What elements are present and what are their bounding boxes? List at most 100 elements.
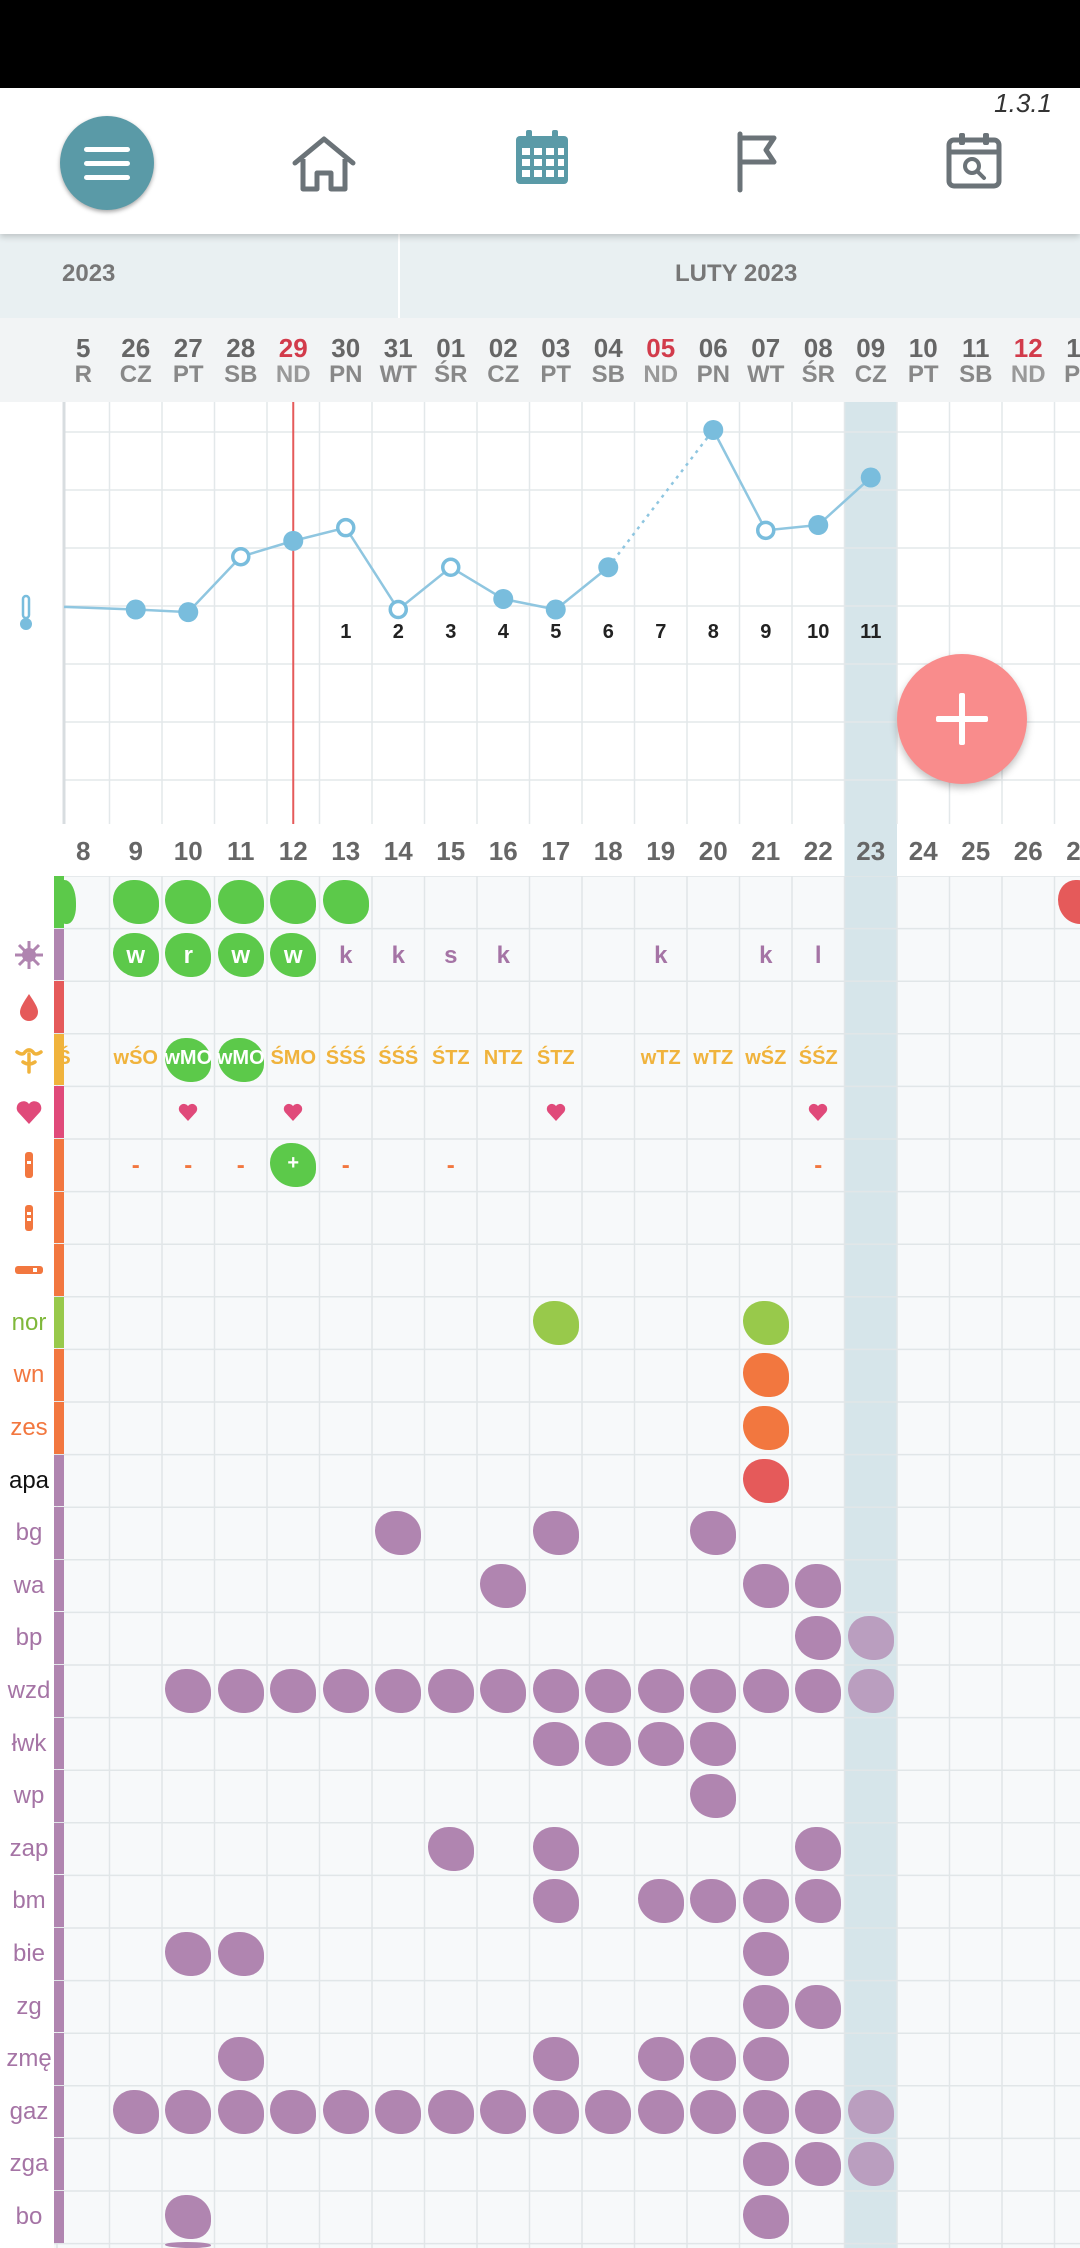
- day-column-header[interactable]: 09 CZ: [845, 318, 898, 388]
- temperature-point[interactable]: [493, 588, 514, 609]
- symptom-marker[interactable]: [375, 2089, 421, 2134]
- bleeding-mark[interactable]: k: [496, 941, 510, 969]
- symptom-marker[interactable]: [375, 1669, 421, 1713]
- symptom-marker[interactable]: [585, 1669, 631, 1713]
- test-negative-mark[interactable]: -: [446, 1152, 455, 1179]
- add-entry-button[interactable]: [897, 654, 1027, 784]
- day-column-header[interactable]: 30 PN: [320, 318, 373, 388]
- mucus-marker[interactable]: [217, 1037, 264, 1082]
- symptom-marker[interactable]: [637, 1879, 684, 1924]
- test-negative-mark[interactable]: -: [341, 1152, 350, 1179]
- test-positive-mark[interactable]: +: [287, 1152, 300, 1174]
- symptom-marker[interactable]: [742, 1353, 789, 1398]
- day-column-header[interactable]: 10 PT: [897, 318, 950, 388]
- symptom-marker[interactable]: [690, 2037, 736, 2082]
- symptom-marker[interactable]: [532, 1879, 579, 1924]
- row-label-wa[interactable]: wa: [13, 1571, 45, 1599]
- day-column-header[interactable]: 04 SB: [582, 318, 635, 388]
- calendar-search-button[interactable]: [926, 112, 1022, 208]
- bleeding-mark[interactable]: s: [444, 941, 458, 969]
- bleeding-marker[interactable]: [112, 880, 159, 924]
- intercourse-heart-icon[interactable]: [544, 1100, 568, 1129]
- symptom-marker[interactable]: [690, 1511, 736, 1556]
- symptom-marker[interactable]: [742, 1932, 789, 1976]
- symptom-marker[interactable]: [480, 1669, 526, 1713]
- symptom-marker[interactable]: [742, 1563, 789, 1608]
- temperature-point[interactable]: [178, 602, 199, 623]
- bleeding-mark[interactable]: r: [183, 941, 193, 969]
- menu-button[interactable]: [60, 116, 154, 210]
- test-negative-mark[interactable]: -: [184, 1152, 193, 1179]
- row-label-pregnancy-test[interactable]: [0, 1192, 58, 1244]
- mucus-mark[interactable]: ŚMO: [270, 1046, 317, 1069]
- symptom-marker[interactable]: [795, 2142, 841, 2187]
- symptom-marker[interactable]: [847, 2089, 894, 2134]
- symptom-marker[interactable]: [742, 2142, 789, 2187]
- symptom-marker[interactable]: [742, 1458, 789, 1503]
- symptom-marker[interactable]: [270, 2089, 316, 2134]
- bleeding-marker[interactable]: [270, 932, 316, 977]
- symptom-marker[interactable]: [532, 1669, 579, 1713]
- symptom-marker[interactable]: [742, 1300, 789, 1345]
- symptom-marker[interactable]: [795, 1984, 841, 2029]
- mucus-mark[interactable]: ŚTZ: [536, 1046, 575, 1069]
- symptom-marker[interactable]: [742, 1669, 789, 1713]
- symptom-marker[interactable]: [742, 1879, 789, 1924]
- bleeding-mark[interactable]: k: [654, 941, 668, 969]
- row-label-apa[interactable]: apa: [8, 1466, 50, 1494]
- home-button[interactable]: [276, 116, 372, 212]
- symptom-marker[interactable]: [480, 2089, 526, 2134]
- symptom-marker[interactable]: [795, 1879, 841, 1924]
- symptom-marker[interactable]: [322, 2089, 369, 2134]
- symptom-marker[interactable]: [742, 2037, 789, 2082]
- symptom-marker[interactable]: [532, 1721, 579, 1766]
- mucus-mark[interactable]: wMO: [164, 1046, 213, 1069]
- temperature-point[interactable]: [231, 546, 251, 567]
- mucus-marker[interactable]: [165, 1037, 211, 1082]
- row-label-lwk[interactable]: łwk: [11, 1729, 47, 1757]
- temperature-point[interactable]: [283, 530, 304, 551]
- row-label-bm[interactable]: bm: [12, 1887, 46, 1915]
- row-label-heart[interactable]: [0, 1086, 58, 1138]
- row-label-zes[interactable]: zes: [10, 1414, 48, 1441]
- bleeding-marker[interactable]: [165, 932, 211, 977]
- temperature-point[interactable]: [336, 517, 356, 538]
- symptom-marker[interactable]: [112, 2089, 159, 2134]
- mucus-mark[interactable]: ŚŚŚ: [325, 1046, 366, 1069]
- temperature-point[interactable]: [545, 599, 566, 620]
- intercourse-heart-icon[interactable]: [176, 1100, 200, 1129]
- symptom-marker[interactable]: [427, 1826, 474, 1871]
- symptom-marker[interactable]: [322, 1669, 369, 1713]
- bleeding-marker[interactable]: [217, 880, 264, 924]
- flag-button[interactable]: [710, 114, 806, 210]
- bleeding-marker[interactable]: [1057, 880, 1080, 924]
- day-column-header[interactable]: 11 SB: [950, 318, 1003, 388]
- bleeding-marker[interactable]: [165, 880, 211, 924]
- row-label-zga[interactable]: zga: [9, 2150, 49, 2178]
- symptom-marker[interactable]: [847, 2142, 894, 2187]
- bleeding-mark[interactable]: l: [814, 941, 822, 969]
- day-column-header[interactable]: 31 WT: [372, 318, 425, 388]
- day-column-header[interactable]: 08 ŚR: [792, 318, 845, 388]
- day-column-header[interactable]: 13PN: [1055, 318, 1080, 388]
- mucus-mark[interactable]: Ś: [57, 1046, 71, 1069]
- row-label-wn[interactable]: wn: [13, 1361, 45, 1389]
- symptom-marker[interactable]: [532, 1511, 579, 1556]
- row-label-gaz[interactable]: gaz: [9, 2097, 49, 2125]
- symptom-marker[interactable]: [165, 2242, 211, 2248]
- day-column-header[interactable]: 03 PT: [530, 318, 583, 388]
- intercourse-heart-icon[interactable]: [281, 1100, 305, 1129]
- symptom-marker[interactable]: [742, 1984, 789, 2029]
- temperature-point[interactable]: [703, 420, 724, 440]
- symptom-marker[interactable]: [795, 1669, 841, 1713]
- bleeding-marker[interactable]: [270, 880, 316, 924]
- test-negative-mark[interactable]: -: [814, 1152, 823, 1179]
- day-column-header[interactable]: 26 CZ: [110, 318, 163, 388]
- temperature-point[interactable]: [598, 557, 619, 578]
- bleeding-mark[interactable]: w: [126, 941, 146, 969]
- bleeding-marker[interactable]: [112, 932, 159, 977]
- calendar-button[interactable]: [494, 110, 590, 206]
- row-label-bp[interactable]: bp: [15, 1624, 43, 1652]
- bleeding-mark[interactable]: k: [759, 941, 773, 969]
- day-column-header[interactable]: 06 PN: [687, 318, 740, 388]
